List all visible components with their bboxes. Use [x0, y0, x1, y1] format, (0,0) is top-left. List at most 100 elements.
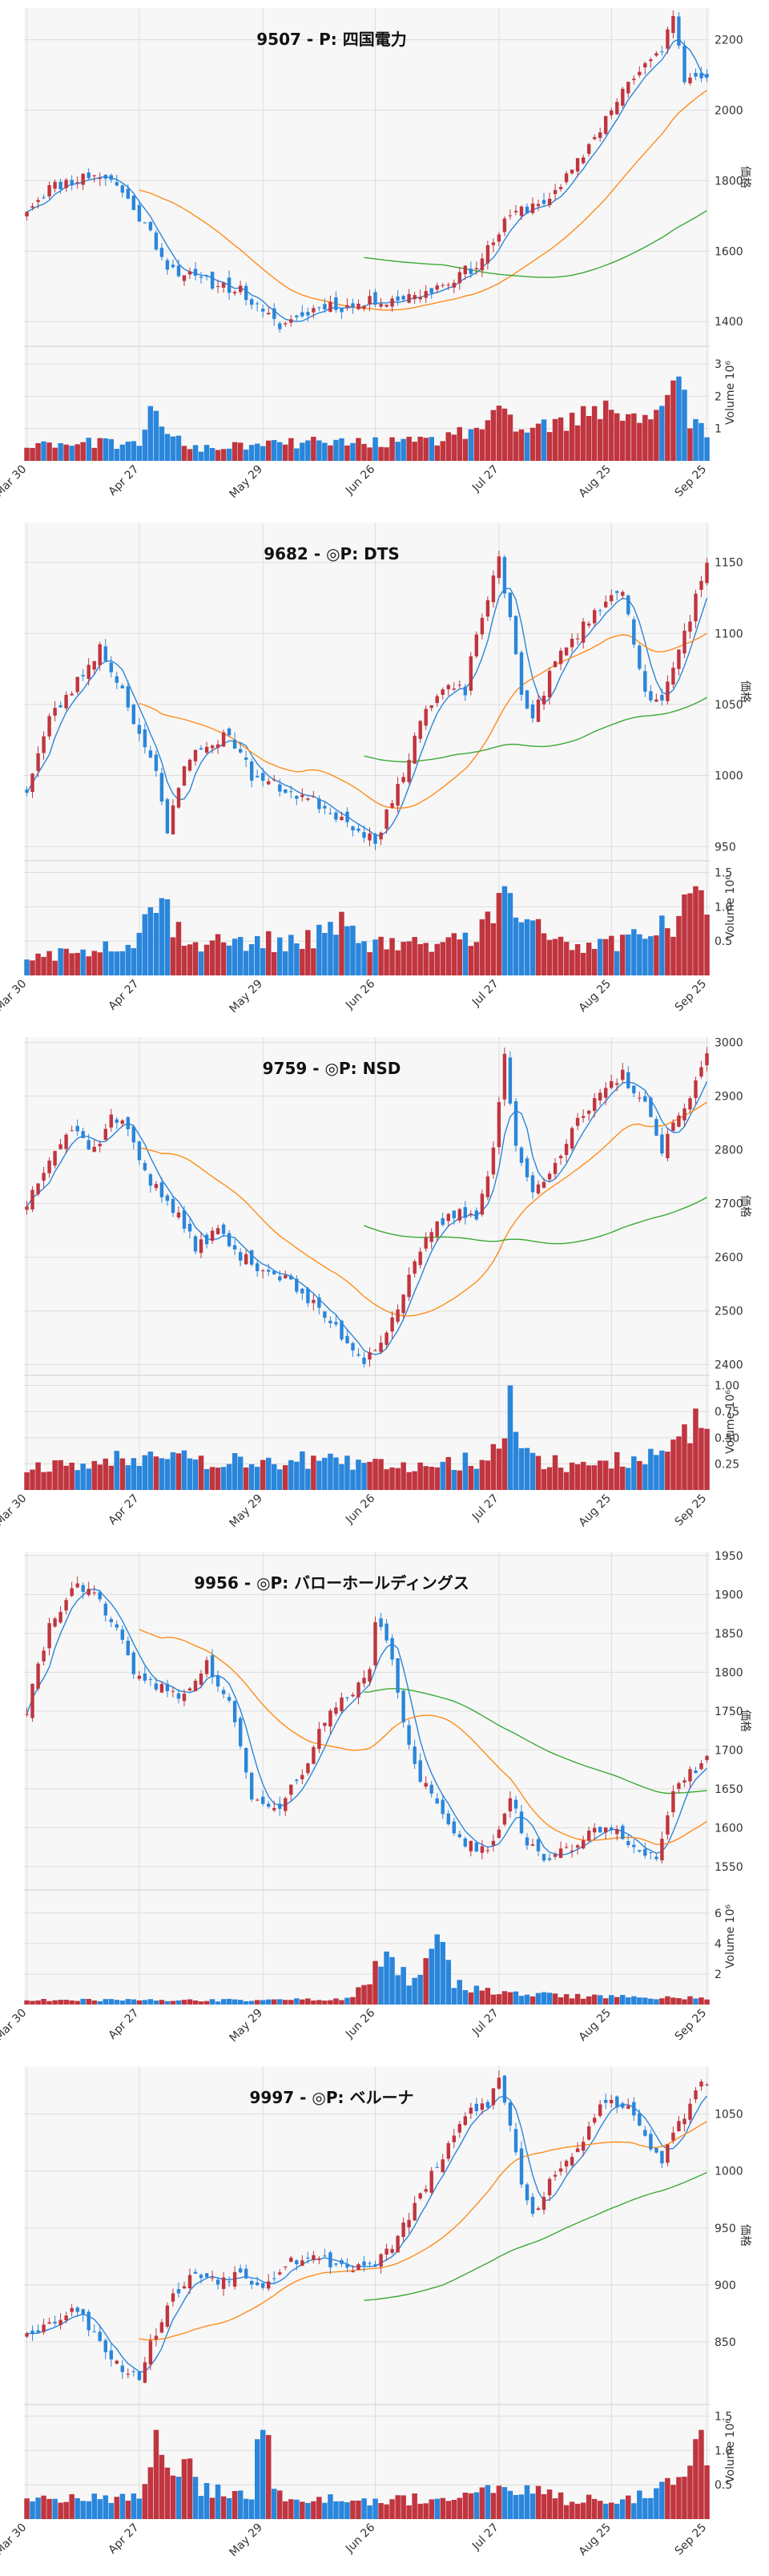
candle-body — [115, 1119, 119, 1123]
volume-bar — [272, 951, 277, 975]
volume-bar — [457, 1980, 462, 2005]
volume-bar — [603, 1998, 609, 2005]
date-tick-label: Jul 27 — [469, 978, 501, 1010]
candle-body — [424, 291, 428, 298]
volume-bar — [485, 2485, 491, 2519]
volume-bar — [209, 1467, 215, 1490]
candle-body — [553, 1855, 558, 1857]
volume-bar — [659, 1998, 665, 2005]
candle-body — [171, 264, 175, 268]
volume-axis-label: Volume 10⁶ — [724, 1390, 737, 1454]
volume-bar — [86, 1468, 91, 1490]
candle-body — [232, 740, 237, 749]
candle-body — [553, 661, 558, 668]
candle-body — [36, 1183, 40, 1194]
date-tick-labels: Mar 30 Apr 27 May 29 Jun 26 Jul 27 Aug 25 Sep … — [0, 2521, 709, 2559]
candle-body — [295, 1779, 299, 1782]
date-tick-label: Mar 30 — [0, 463, 29, 500]
price-axis-label: 価格 — [739, 680, 751, 703]
candles — [25, 2069, 709, 2384]
volume-bar — [378, 1966, 384, 2005]
volume-bar — [389, 1956, 395, 2005]
date-tick-label: Sep 25 — [673, 978, 710, 1015]
volume-bar — [136, 2000, 143, 2005]
candle-body — [42, 736, 46, 753]
volume-bar — [620, 1995, 626, 2005]
volume-bar — [181, 1450, 187, 1490]
candle-body — [497, 234, 501, 242]
volume-bar — [63, 2501, 69, 2519]
volume-bar — [97, 2499, 103, 2519]
candle-body — [643, 1096, 647, 1102]
volume-bar — [344, 1456, 350, 1490]
candle-body — [75, 1125, 79, 1132]
date-tick-label: Apr 27 — [106, 1492, 141, 1528]
candle-body — [688, 621, 692, 632]
volume-bar — [586, 1996, 592, 2005]
volume-bar — [232, 1453, 238, 1490]
candle-body — [215, 2279, 220, 2285]
volume-bar — [52, 2000, 58, 2005]
candle-body — [390, 1637, 394, 1660]
volume-bar — [80, 2501, 86, 2519]
candle-body — [654, 2148, 658, 2153]
volume-axis-label: Volume 10⁶ — [724, 875, 737, 939]
volume-bar — [209, 448, 215, 461]
price-tick-label: 1700 — [715, 1744, 743, 1757]
volume-bar — [479, 429, 485, 461]
volume-plot-area — [24, 1890, 710, 2005]
volume-bar — [328, 2000, 333, 2005]
candle-body — [694, 593, 698, 622]
volume-bar — [35, 2000, 41, 2005]
volume-bar — [203, 1468, 210, 1490]
candle-body — [289, 319, 293, 323]
volume-bar — [642, 414, 648, 461]
candle-body — [42, 1650, 46, 1661]
candle-body — [452, 282, 456, 288]
volume-bar — [46, 1472, 52, 1490]
candle-body — [182, 1210, 187, 1229]
candle-body — [463, 265, 467, 275]
candle-body — [418, 2193, 422, 2198]
candle-body — [485, 245, 490, 264]
volume-bar — [574, 1993, 581, 2005]
candle-body — [70, 693, 74, 696]
candle-body — [306, 312, 310, 316]
volume-bar — [518, 1447, 525, 1490]
volume-bar — [389, 437, 395, 461]
volume-exponent: 10⁶ — [724, 1904, 737, 1924]
candle-body — [300, 1775, 304, 1779]
candle-body — [340, 308, 344, 313]
candle-body — [47, 716, 51, 737]
price-plot-area — [24, 523, 710, 861]
candle-body — [126, 2373, 130, 2375]
candle-body — [323, 1311, 327, 1318]
candle-body — [232, 1701, 237, 1722]
ma-mid-line — [139, 1101, 707, 1317]
candle-body — [148, 222, 153, 231]
price-tick-labels: 950 1000 1050 1100 1150 — [715, 557, 743, 854]
volume-bar — [513, 1431, 519, 1490]
candle-body — [334, 2263, 338, 2265]
candle-body — [239, 285, 243, 293]
volume-axis-label-text: Volume — [724, 2441, 737, 2483]
date-tick-label: Jul 27 — [469, 2007, 501, 2039]
candle-body — [47, 1161, 51, 1173]
candle-body — [154, 754, 159, 771]
candle-body — [396, 296, 400, 301]
candle-body — [384, 2248, 389, 2255]
candle-body — [491, 242, 496, 245]
candle-body — [256, 1263, 260, 1271]
volume-bar — [272, 1999, 277, 2005]
volume-bar — [328, 445, 333, 461]
price-tick-label: 850 — [715, 2336, 736, 2349]
candle-body — [429, 288, 433, 294]
volume-bar — [74, 1470, 80, 1490]
volume-bar — [41, 956, 46, 975]
volume-bar — [288, 935, 294, 975]
candle-body — [621, 1069, 625, 1080]
candle-body — [306, 2257, 310, 2259]
candle-body — [109, 1619, 113, 1622]
volume-bar — [350, 1997, 356, 2005]
